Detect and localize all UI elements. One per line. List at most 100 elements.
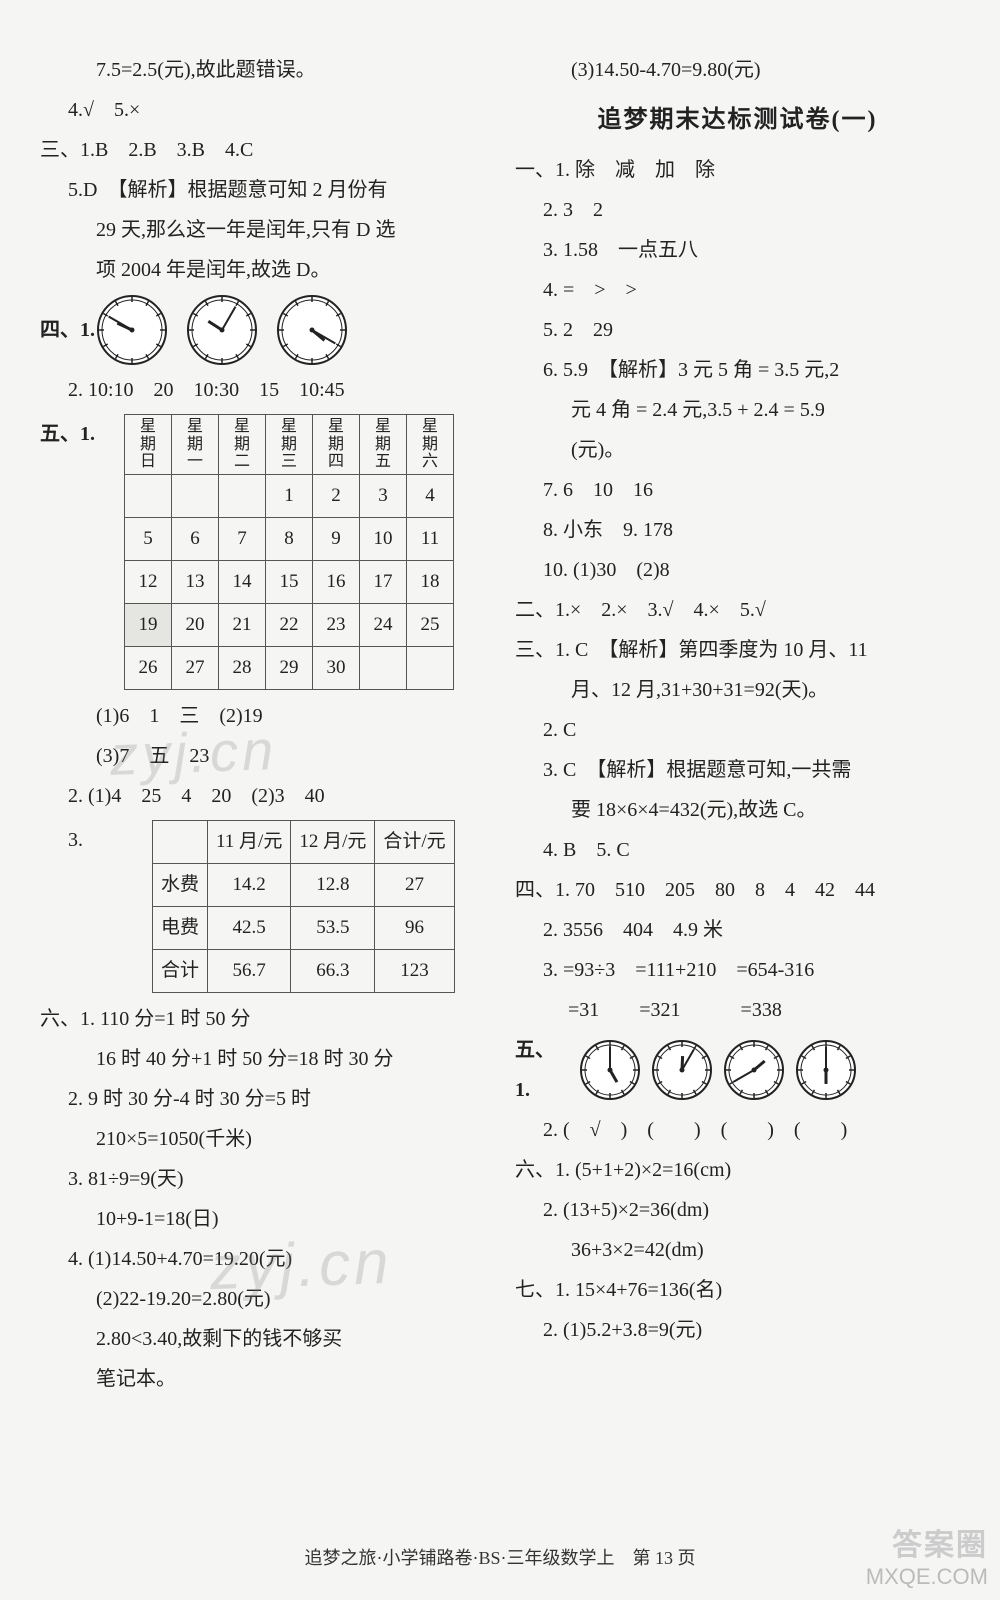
table-cell [360, 646, 407, 689]
text: 笔记本。 [40, 1359, 485, 1399]
calendar-table: 星期日星期一星期二星期三星期四星期五星期六1234567891011121314… [124, 414, 454, 690]
table-header: 星期一 [172, 415, 219, 475]
text: 2. 9 时 30 分-4 时 30 分=5 时 [40, 1079, 485, 1119]
table-cell: 27 [172, 646, 219, 689]
text: 16 时 40 分+1 时 50 分=18 时 30 分 [40, 1039, 485, 1079]
table-cell [125, 474, 172, 517]
text: 2. 10:10 20 10:30 15 10:45 [40, 370, 485, 410]
table-cell [407, 646, 454, 689]
text: (元)。 [515, 430, 960, 470]
text: 三、1.B 2.B 3.B 4.C [40, 130, 485, 170]
text: 4. = > > [515, 270, 960, 310]
text: 六、1. (5+1+2)×2=16(cm) [515, 1150, 960, 1190]
text: 2. C [515, 710, 960, 750]
sec5-row-r: 五、1. [515, 1030, 960, 1110]
table-cell: 18 [407, 560, 454, 603]
table-header: 星期日 [125, 415, 172, 475]
clock-icon [276, 294, 348, 366]
table-header: 11 月/元 [208, 820, 291, 863]
text: 二、1.× 2.× 3.√ 4.× 5.√ [515, 590, 960, 630]
left-column: 7.5=2.5(元),故此题错误。 4.√ 5.× 三、1.B 2.B 3.B … [40, 50, 485, 1399]
table-cell: 23 [313, 603, 360, 646]
text: 2. 3556 404 4.9 米 [515, 910, 960, 950]
table-cell: 29 [266, 646, 313, 689]
text: 2. (13+5)×2=36(dm) [515, 1190, 960, 1230]
table-cell [219, 474, 266, 517]
table-cell: 1 [266, 474, 313, 517]
table-cell: 9 [313, 517, 360, 560]
table-cell: 19 [125, 603, 172, 646]
table-cell: 水费 [153, 863, 208, 906]
corner-brand: 答案圈 MXQE.COM [866, 1528, 988, 1590]
text: 一、1. 除 减 加 除 [515, 150, 960, 190]
text: 3. C 【解析】根据题意可知,一共需 [515, 750, 960, 790]
text: 七、1. 15×4+76=136(名) [515, 1270, 960, 1310]
table-cell: 21 [219, 603, 266, 646]
table-header [153, 820, 208, 863]
table-cell: 17 [360, 560, 407, 603]
text: =31 =321 =338 [515, 990, 960, 1030]
text: 2. ( √ ) ( ) ( ) ( ) [515, 1110, 960, 1150]
clock-row [96, 294, 348, 366]
table-cell: 20 [172, 603, 219, 646]
text: 2. (1)4 25 4 20 (2)3 40 [40, 776, 485, 816]
text: 210×5=1050(千米) [40, 1119, 485, 1159]
clock-row-r [565, 1039, 857, 1101]
table-cell: 42.5 [208, 906, 291, 949]
text: 10+9-1=18(日) [40, 1199, 485, 1239]
text: (2)22-19.20=2.80(元) [40, 1279, 485, 1319]
text: 4.√ 5.× [40, 90, 485, 130]
table-cell: 12.8 [291, 863, 375, 906]
table-header: 星期三 [266, 415, 313, 475]
text: (1)6 1 三 (2)19 [40, 696, 485, 736]
table-header: 星期二 [219, 415, 266, 475]
table-cell: 24 [360, 603, 407, 646]
text: 月、12 月,31+30+31=92(天)。 [515, 670, 960, 710]
table-cell [172, 474, 219, 517]
right-column: (3)14.50-4.70=9.80(元) 追梦期末达标测试卷(一) 一、1. … [515, 50, 960, 1399]
table-cell: 2 [313, 474, 360, 517]
clock-icon [186, 294, 258, 366]
text: 六、1. 110 分=1 时 50 分 [40, 999, 485, 1039]
label: 五、1. [515, 1030, 565, 1110]
table-cell: 合计 [153, 949, 208, 992]
table-header: 12 月/元 [291, 820, 375, 863]
table-header: 合计/元 [375, 820, 454, 863]
table-cell: 4 [407, 474, 454, 517]
text: 7. 6 10 16 [515, 470, 960, 510]
table-header: 星期五 [360, 415, 407, 475]
heading: 追梦期末达标测试卷(一) [515, 96, 960, 144]
table-cell: 28 [219, 646, 266, 689]
table-cell: 123 [375, 949, 454, 992]
text: 2. (1)5.2+3.8=9(元) [515, 1310, 960, 1350]
text: 2. 3 2 [515, 190, 960, 230]
sec4-row: 四、1. [40, 290, 485, 370]
text: 2.80<3.40,故剩下的钱不够买 [40, 1319, 485, 1359]
table-cell: 3 [360, 474, 407, 517]
text: 3. 81÷9=9(天) [40, 1159, 485, 1199]
table-cell: 27 [375, 863, 454, 906]
text: 三、1. C 【解析】第四季度为 10 月、11 [515, 630, 960, 670]
table-cell: 30 [313, 646, 360, 689]
text: 6. 5.9 【解析】3 元 5 角 = 3.5 元,2 [515, 350, 960, 390]
fees-table: 11 月/元12 月/元合计/元水费14.212.827电费42.553.596… [152, 820, 455, 993]
table-header: 星期四 [313, 415, 360, 475]
table-cell: 8 [266, 517, 313, 560]
label: 3. [40, 816, 124, 860]
clock-icon [579, 1039, 641, 1101]
table-cell: 26 [125, 646, 172, 689]
table-cell: 12 [125, 560, 172, 603]
text: 4. (1)14.50+4.70=19.20(元) [40, 1239, 485, 1279]
table-cell: 6 [172, 517, 219, 560]
table-cell: 16 [313, 560, 360, 603]
text: (3)14.50-4.70=9.80(元) [515, 50, 960, 90]
clock-icon [723, 1039, 785, 1101]
table-cell: 11 [407, 517, 454, 560]
text: 5.D 【解析】根据题意可知 2 月份有 [40, 170, 485, 210]
text: 要 18×6×4=432(元),故选 C。 [515, 790, 960, 830]
table-cell: 7 [219, 517, 266, 560]
table-cell: 53.5 [291, 906, 375, 949]
text: 元 4 角 = 2.4 元,3.5 + 2.4 = 5.9 [515, 390, 960, 430]
table-cell: 96 [375, 906, 454, 949]
table-header: 星期六 [407, 415, 454, 475]
